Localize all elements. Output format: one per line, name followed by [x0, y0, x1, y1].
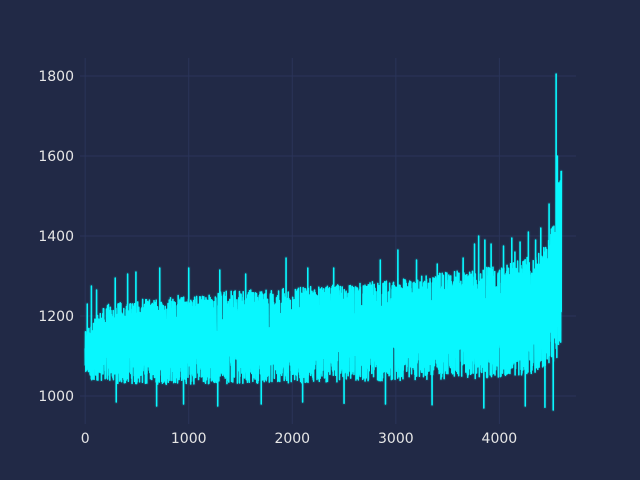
x-tick-label: 3000 — [378, 431, 414, 447]
y-axis-ticks: 1000 1200 1400 1600 1800 — [38, 69, 74, 405]
x-tick-label: 0 — [81, 431, 90, 447]
y-tick-label: 1000 — [38, 389, 74, 405]
x-tick-label: 2000 — [274, 431, 310, 447]
x-tick-label: 4000 — [482, 431, 518, 447]
y-tick-label: 1600 — [38, 149, 74, 165]
x-axis-ticks: 0 1000 2000 3000 4000 — [81, 431, 517, 447]
y-tick-label: 1400 — [38, 229, 74, 245]
y-tick-label: 1800 — [38, 69, 74, 85]
x-tick-label: 1000 — [171, 431, 207, 447]
y-tick-label: 1200 — [38, 309, 74, 325]
series-line — [84, 73, 563, 411]
series-layer — [83, 72, 564, 412]
